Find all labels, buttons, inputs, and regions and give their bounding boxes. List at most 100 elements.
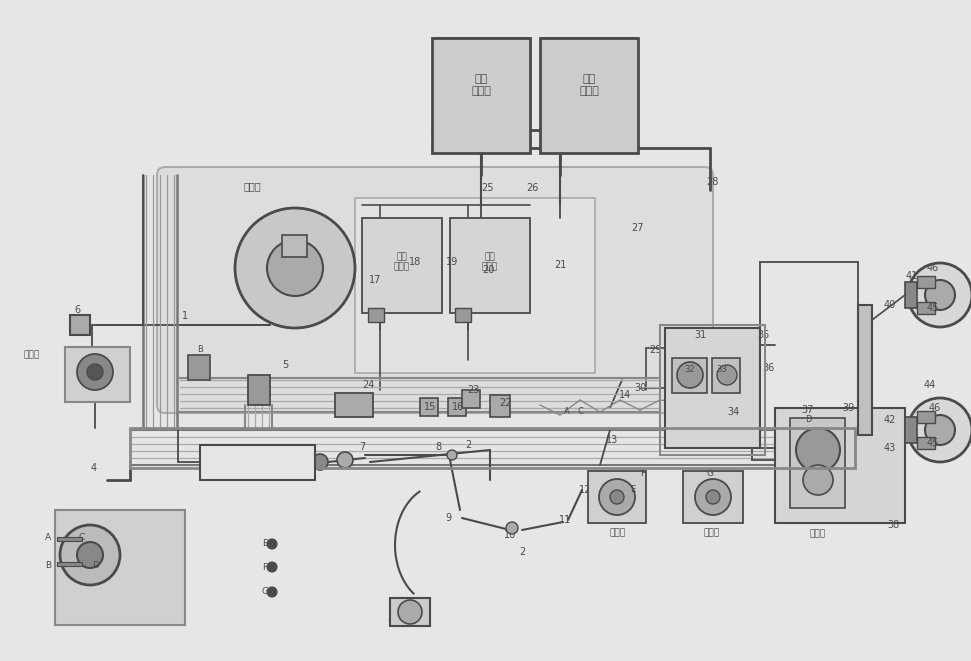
Text: C: C bbox=[577, 407, 583, 416]
Text: 43: 43 bbox=[884, 443, 896, 453]
Bar bbox=[450, 218, 530, 313]
Circle shape bbox=[706, 490, 720, 504]
Text: 37: 37 bbox=[802, 405, 815, 415]
Text: F: F bbox=[262, 563, 268, 572]
Circle shape bbox=[235, 208, 355, 328]
Circle shape bbox=[677, 362, 703, 388]
Text: 45: 45 bbox=[926, 303, 939, 313]
Bar bbox=[55, 510, 185, 625]
Text: 45: 45 bbox=[926, 438, 939, 448]
Text: 24: 24 bbox=[362, 380, 374, 390]
Text: A: A bbox=[45, 533, 51, 541]
Circle shape bbox=[717, 365, 737, 385]
Circle shape bbox=[267, 562, 277, 572]
Bar bbox=[672, 358, 707, 393]
Bar bbox=[448, 398, 466, 416]
Text: 42: 42 bbox=[884, 415, 896, 425]
Text: 22: 22 bbox=[499, 398, 512, 408]
Text: 6: 6 bbox=[74, 305, 80, 315]
Bar bbox=[432, 38, 530, 153]
Circle shape bbox=[398, 600, 422, 624]
Text: 12: 12 bbox=[579, 485, 591, 495]
Circle shape bbox=[267, 240, 323, 296]
Text: 29: 29 bbox=[649, 345, 661, 355]
Text: 2: 2 bbox=[465, 440, 471, 450]
Bar bbox=[57, 562, 82, 566]
Circle shape bbox=[77, 542, 103, 568]
Bar bbox=[905, 282, 917, 308]
Text: 放松阀: 放松阀 bbox=[24, 350, 40, 360]
Text: 7: 7 bbox=[359, 442, 365, 452]
Text: 1: 1 bbox=[182, 311, 188, 321]
Text: 16: 16 bbox=[452, 402, 464, 412]
Bar bbox=[712, 358, 740, 393]
Text: 15: 15 bbox=[423, 402, 436, 412]
Bar bbox=[70, 315, 90, 335]
Text: 46: 46 bbox=[929, 403, 941, 413]
FancyBboxPatch shape bbox=[157, 167, 713, 413]
Text: 11: 11 bbox=[559, 515, 571, 525]
Bar bbox=[57, 537, 82, 541]
Text: 19: 19 bbox=[446, 257, 458, 267]
Text: 5: 5 bbox=[282, 360, 288, 370]
Bar bbox=[775, 408, 905, 523]
Bar bbox=[65, 347, 130, 402]
Text: 3: 3 bbox=[386, 613, 393, 623]
Bar bbox=[355, 198, 595, 373]
Text: 38: 38 bbox=[887, 520, 899, 530]
Text: 40: 40 bbox=[884, 300, 896, 310]
Circle shape bbox=[87, 364, 103, 380]
Text: 冷凝夫: 冷凝夫 bbox=[610, 529, 626, 537]
Bar bbox=[390, 598, 430, 626]
Circle shape bbox=[610, 490, 624, 504]
Text: 后桥
储气筒: 后桥 储气筒 bbox=[579, 74, 599, 96]
Circle shape bbox=[796, 428, 840, 472]
Bar bbox=[917, 411, 935, 423]
Text: G: G bbox=[707, 469, 714, 477]
Text: 空压机: 空压机 bbox=[249, 457, 267, 467]
Text: 31: 31 bbox=[694, 330, 706, 340]
Bar bbox=[490, 395, 510, 417]
Text: 辅助
储气筒: 辅助 储气筒 bbox=[471, 74, 491, 96]
Bar bbox=[420, 398, 438, 416]
Bar bbox=[858, 305, 872, 435]
Bar bbox=[917, 302, 935, 314]
Bar bbox=[455, 308, 471, 322]
Text: 44: 44 bbox=[923, 380, 936, 390]
Text: 26: 26 bbox=[526, 183, 538, 193]
Text: 21: 21 bbox=[553, 260, 566, 270]
Text: 驻车阀: 驻车阀 bbox=[810, 529, 826, 539]
Bar bbox=[335, 393, 373, 417]
Text: 27: 27 bbox=[632, 223, 644, 233]
Text: 41: 41 bbox=[906, 271, 919, 281]
Text: 14: 14 bbox=[619, 390, 631, 400]
Text: 充液阀: 充液阀 bbox=[704, 529, 720, 537]
Bar bbox=[683, 471, 743, 523]
Text: A: A bbox=[564, 407, 570, 416]
Text: C: C bbox=[79, 533, 85, 541]
Bar bbox=[200, 445, 315, 480]
Text: 2: 2 bbox=[519, 547, 525, 557]
Text: 9: 9 bbox=[445, 513, 452, 523]
Text: 8: 8 bbox=[435, 442, 441, 452]
Bar bbox=[790, 418, 845, 508]
Text: 39: 39 bbox=[842, 403, 854, 413]
Circle shape bbox=[925, 415, 955, 445]
Text: 20: 20 bbox=[482, 265, 494, 275]
Circle shape bbox=[908, 398, 971, 462]
Bar bbox=[130, 428, 855, 468]
Text: E: E bbox=[630, 485, 636, 494]
Circle shape bbox=[908, 263, 971, 327]
Text: 36: 36 bbox=[762, 363, 774, 373]
Circle shape bbox=[506, 522, 518, 534]
Text: 32: 32 bbox=[685, 366, 695, 375]
Circle shape bbox=[599, 479, 635, 515]
Text: 28: 28 bbox=[706, 177, 719, 187]
Text: B: B bbox=[197, 344, 203, 354]
Circle shape bbox=[803, 465, 833, 495]
Bar bbox=[660, 325, 765, 455]
Circle shape bbox=[447, 450, 457, 460]
Bar bbox=[282, 235, 307, 257]
Text: 10: 10 bbox=[504, 530, 517, 540]
Text: 25: 25 bbox=[481, 183, 493, 193]
